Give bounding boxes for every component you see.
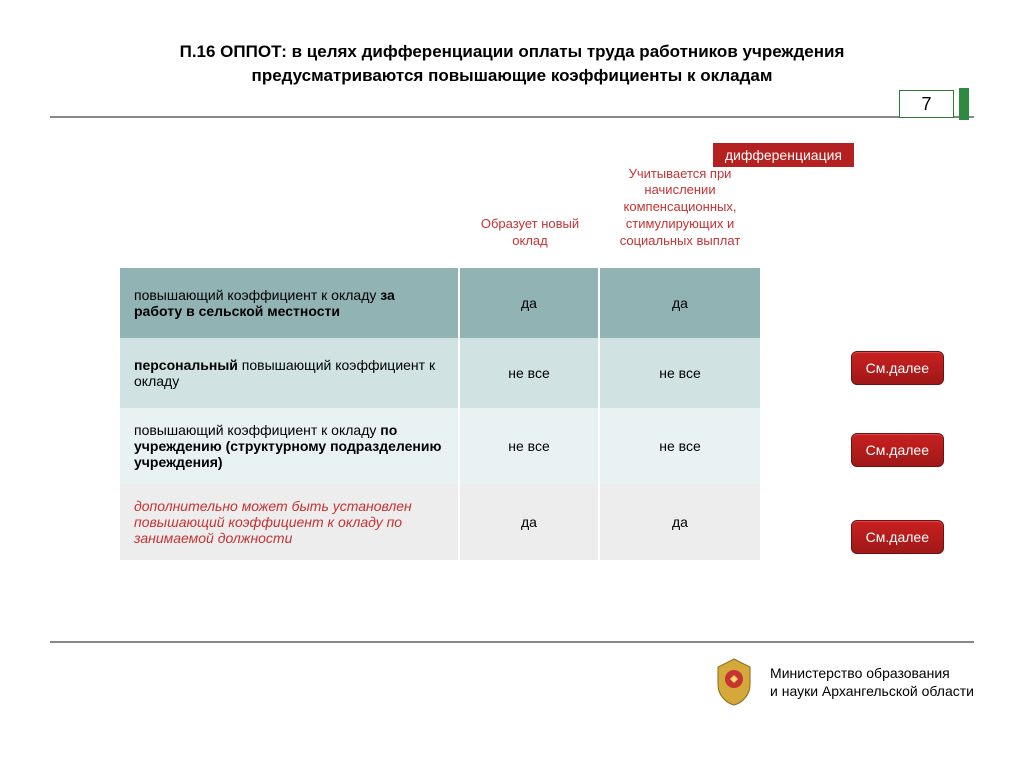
- table-cell: да: [460, 268, 600, 338]
- table-header-col2: Учитывается при начислении компенсационн…: [600, 158, 760, 268]
- accent-block: [959, 88, 969, 120]
- table-header-col1: Образует новый оклад: [460, 158, 600, 268]
- table-cell: не все: [600, 338, 760, 408]
- table-row: дополнительно может быть установлен повы…: [120, 484, 460, 560]
- table-row: повышающий коэффициент к окладу по учреж…: [120, 408, 460, 484]
- divider-top: [50, 116, 974, 118]
- footer-line1: Министерство образования: [770, 664, 974, 682]
- table-cell: да: [460, 484, 600, 560]
- table-row: персональный повышающий коэффициент к ок…: [120, 338, 460, 408]
- divider-bottom: [50, 641, 974, 643]
- see-more-button[interactable]: См.далее: [851, 433, 944, 467]
- table-cell: не все: [460, 408, 600, 484]
- row-label-italic: дополнительно может быть установлен повы…: [134, 498, 444, 546]
- see-more-button[interactable]: См.далее: [851, 520, 944, 554]
- see-more-button[interactable]: См.далее: [851, 351, 944, 385]
- row-label-bold: персональный: [134, 357, 242, 373]
- table-row: повышающий коэффициент к окладу за работ…: [120, 268, 460, 338]
- row-label-prefix: повышающий коэффициент к окладу: [134, 287, 380, 303]
- table-cell: да: [600, 268, 760, 338]
- emblem-icon: [712, 657, 756, 707]
- table-cell: не все: [600, 408, 760, 484]
- coefficients-table: Образует новый оклад Учитывается при нач…: [120, 158, 974, 560]
- table-header-empty: [120, 158, 460, 268]
- table-cell: не все: [460, 338, 600, 408]
- row-label-prefix: повышающий коэффициент к окладу: [134, 422, 380, 438]
- page-title: П.16 ОППОТ: в целях дифференциации оплат…: [162, 40, 862, 88]
- table-cell: да: [600, 484, 760, 560]
- page-number: 7: [899, 90, 954, 118]
- footer-line2: и науки Архангельской области: [770, 682, 974, 700]
- footer: Министерство образования и науки Арханге…: [50, 641, 974, 707]
